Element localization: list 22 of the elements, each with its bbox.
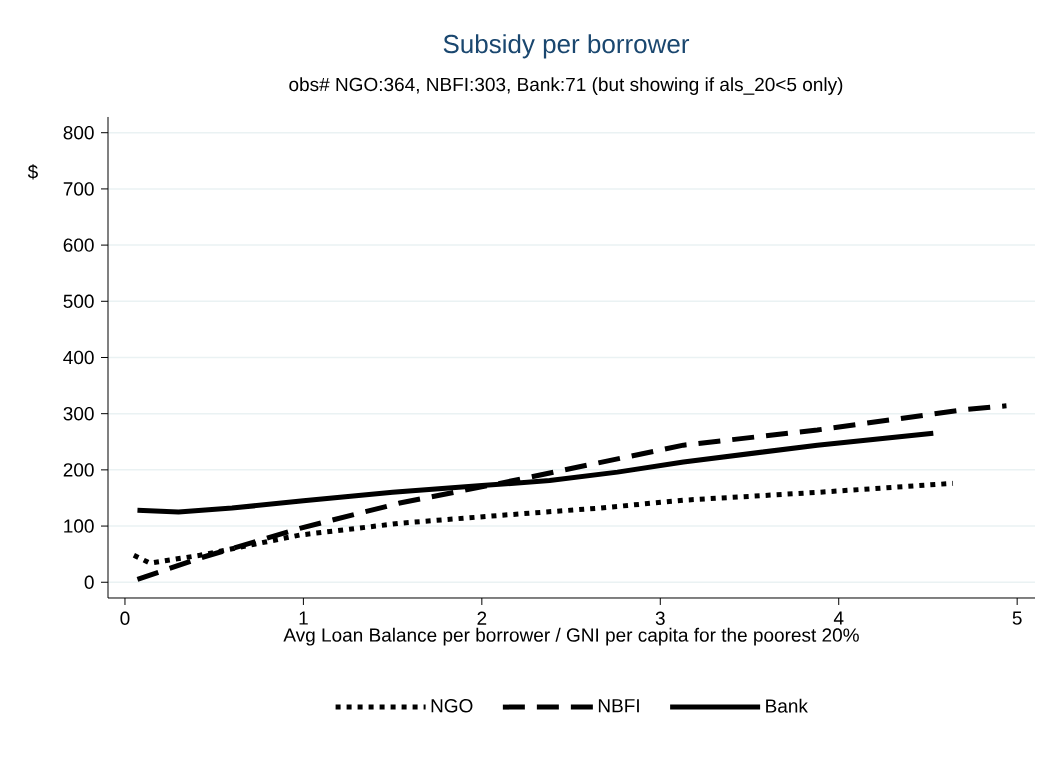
x-axis-title: Avg Loan Balance per borrower / GNI per capita for the poorest 20% [283, 627, 859, 646]
y-tick-label: 100 [64, 519, 94, 533]
x-tick-label: 5 [1012, 611, 1022, 625]
x-tick-label: 1 [299, 611, 308, 625]
chart-subtitle: obs# NGO:364, NBFI:303, Bank:71 (but showing if als_20<5 only) [289, 77, 843, 95]
y-tick-label: 500 [63, 294, 94, 309]
x-tick-label: 2 [477, 611, 487, 625]
y-tick-label: 600 [63, 238, 94, 252]
legend-label: Bank [766, 698, 808, 713]
x-tick-label: 0 [120, 611, 130, 625]
y-tick-label: 700 [63, 182, 94, 196]
x-tick-label: 3 [655, 611, 665, 625]
y-tick-label: 800 [63, 125, 94, 140]
y-tick-label: 0 [84, 575, 94, 589]
x-tick-label: 4 [833, 611, 844, 625]
y-tick-label: 200 [63, 463, 94, 477]
y-tick-label: 300 [63, 406, 94, 421]
y-tick-label: 400 [63, 350, 94, 365]
legend-label: NGO [431, 699, 473, 713]
legend-label: NBFI [598, 699, 639, 713]
chart-title: Subsidy per borrower [443, 34, 690, 59]
y-axis-title: $ [27, 164, 38, 180]
